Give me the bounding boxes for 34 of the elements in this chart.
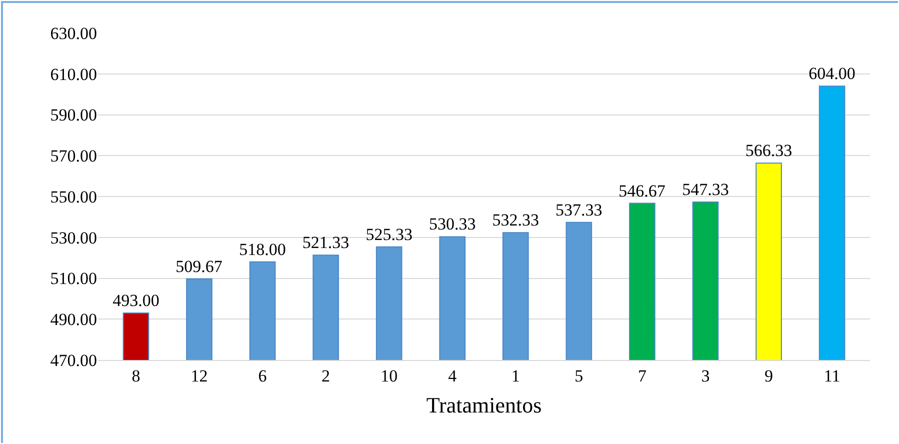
x-tick-label: 1 — [511, 366, 520, 386]
y-tick-label: 630.00 — [50, 24, 97, 43]
y-tick-label: 550.00 — [50, 187, 97, 206]
data-label: 518.00 — [239, 240, 286, 259]
x-tick-label: 4 — [448, 366, 458, 386]
x-axis-title: Tratamientos — [426, 392, 542, 418]
y-tick-label: 590.00 — [50, 106, 97, 125]
y-tick-label: 530.00 — [50, 228, 97, 248]
data-label: 547.33 — [682, 180, 729, 199]
x-tick-label: 11 — [824, 366, 840, 386]
data-label: 566.33 — [745, 141, 792, 160]
x-tick-label: 7 — [638, 366, 647, 386]
x-tick-label: 9 — [764, 366, 773, 386]
data-label: 521.33 — [302, 233, 350, 252]
x-tick-label: 2 — [322, 366, 330, 386]
x-tick-label: 12 — [190, 366, 208, 386]
y-tick-label: 470.00 — [50, 350, 97, 370]
y-tick-label: 490.00 — [50, 310, 97, 330]
data-label: 532.33 — [492, 210, 540, 230]
data-label: 525.33 — [366, 224, 412, 244]
y-tick-label: 610.00 — [50, 64, 97, 84]
y-tick-label: 510.00 — [50, 269, 97, 288]
x-tick-label: 3 — [701, 366, 710, 386]
data-label: 493.00 — [112, 290, 160, 310]
x-tick-label: 8 — [132, 366, 140, 386]
data-label: 509.67 — [176, 256, 223, 276]
x-tick-label: 6 — [258, 366, 267, 386]
data-label: 530.33 — [428, 214, 476, 234]
data-label: 546.67 — [618, 181, 666, 200]
data-label: 537.33 — [556, 200, 602, 220]
x-tick-label: 10 — [380, 366, 398, 386]
y-tick-label: 570.00 — [50, 146, 97, 166]
data-label: 604.00 — [808, 64, 856, 84]
x-tick-label: 5 — [574, 366, 584, 386]
